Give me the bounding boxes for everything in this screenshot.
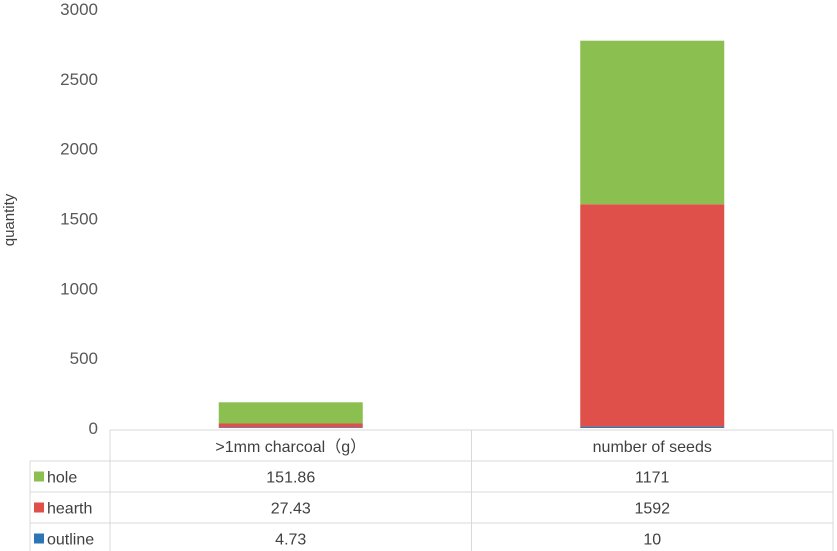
y-ticks: 0 500 1000 1500 2000 2500 3000: [60, 0, 98, 438]
table-cell: 4.73: [275, 532, 306, 549]
y-axis-label: quantity: [1, 193, 18, 246]
table-cell: 1592: [634, 501, 670, 518]
bar-segment-hole: [580, 40, 725, 205]
bar-segment-outline: [218, 427, 363, 428]
y-tick-label: 1000: [60, 279, 98, 298]
y-tick-label: 0: [89, 419, 98, 438]
bar-segment-hole: [218, 402, 363, 424]
legend-label: hearth: [47, 501, 92, 518]
y-tick-label: 2000: [60, 140, 98, 159]
bar-segment-hearth: [218, 423, 363, 428]
legend-label: outline: [47, 532, 94, 549]
table-cell: 27.43: [271, 501, 311, 518]
bars: [218, 40, 725, 428]
legend-swatch-hole: [34, 471, 44, 482]
table-cell: 151.86: [266, 470, 315, 487]
category-label: >1mm charcoal（g）: [215, 438, 366, 456]
category-label: number of seeds: [593, 439, 712, 456]
legend-label: hole: [47, 470, 77, 487]
y-tick-label: 1500: [60, 210, 98, 229]
y-tick-label: 500: [70, 349, 98, 368]
bar-segment-hearth: [580, 204, 725, 427]
legend-swatch-hearth: [34, 502, 44, 513]
table-cell: 1171: [635, 470, 670, 487]
legend-swatch-outline: [34, 533, 44, 544]
table-cell: 10: [643, 532, 661, 549]
data-table: >1mm charcoal（g） number of seeds hole 151.8…: [29, 429, 834, 551]
y-tick-label: 3000: [60, 0, 98, 19]
y-tick-label: 2500: [60, 70, 98, 89]
bar-segment-outline: [580, 426, 725, 428]
